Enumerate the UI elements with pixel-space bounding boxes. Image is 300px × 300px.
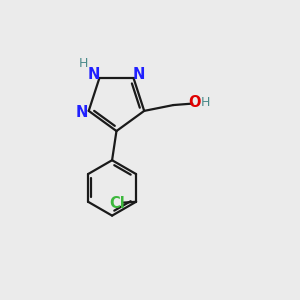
Text: N: N <box>88 67 100 82</box>
Text: Cl: Cl <box>109 196 125 211</box>
Text: H: H <box>79 57 88 70</box>
Text: O: O <box>188 95 201 110</box>
Text: N: N <box>75 105 88 120</box>
Text: N: N <box>133 67 145 82</box>
Text: H: H <box>201 96 210 109</box>
